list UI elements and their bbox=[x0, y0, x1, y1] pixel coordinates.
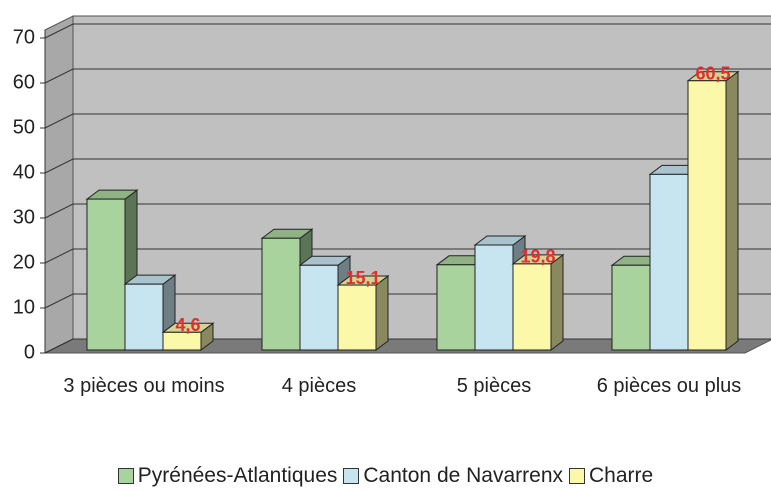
x-tick-label: 4 pièces bbox=[281, 375, 357, 397]
bar bbox=[611, 264, 651, 351]
bar-side bbox=[725, 70, 739, 351]
bar bbox=[436, 264, 476, 351]
legend-label: Canton de Navarrenx bbox=[363, 464, 564, 487]
legend-item: Pyrénées-Atlantiques bbox=[117, 464, 338, 488]
data-label: 60,5 bbox=[695, 64, 730, 84]
grid-line bbox=[44, 68, 771, 84]
bar bbox=[687, 80, 727, 351]
side-wall bbox=[44, 15, 74, 354]
y-tick-label: 40 bbox=[13, 161, 35, 183]
legend-item: Charre bbox=[569, 464, 653, 488]
legend-swatch bbox=[117, 468, 134, 484]
legend-label: Charre bbox=[589, 464, 654, 487]
grid-line bbox=[44, 23, 771, 39]
legend: Pyrénées-Atlantiques Canton de Navarrenx C… bbox=[0, 464, 771, 490]
legend-swatch bbox=[343, 468, 360, 484]
bar bbox=[162, 331, 202, 351]
grid-line bbox=[44, 248, 771, 264]
y-tick-label: 70 bbox=[13, 26, 35, 48]
legend-item: Canton de Navarrenx bbox=[343, 464, 563, 488]
x-tick-label: 3 pièces ou moins bbox=[63, 375, 225, 397]
bar bbox=[512, 263, 552, 351]
grid-line bbox=[44, 203, 771, 219]
data-label: 19,8 bbox=[520, 247, 555, 267]
bar bbox=[124, 283, 164, 351]
data-label: 15,1 bbox=[345, 268, 380, 288]
legend-label: Pyrénées-Atlantiques bbox=[137, 464, 338, 487]
bar bbox=[299, 264, 339, 351]
grid-line bbox=[44, 113, 771, 129]
y-tick-label: 10 bbox=[13, 296, 35, 318]
bar bbox=[649, 173, 689, 351]
y-tick-label: 30 bbox=[13, 206, 35, 228]
y-tick-label: 50 bbox=[13, 116, 35, 138]
bar-side bbox=[550, 253, 564, 351]
bar bbox=[261, 237, 301, 351]
y-tick-label: 20 bbox=[13, 251, 35, 273]
x-tick-label: 6 pièces ou plus bbox=[596, 375, 742, 397]
bar bbox=[86, 198, 126, 351]
bar bbox=[474, 244, 514, 351]
bar bbox=[337, 284, 377, 351]
y-tick-label: 0 bbox=[24, 341, 35, 363]
data-label: 4,6 bbox=[175, 315, 200, 335]
grid-line bbox=[44, 158, 771, 174]
legend-swatch bbox=[569, 468, 586, 484]
y-tick-label: 60 bbox=[13, 71, 35, 93]
x-tick-label: 5 pièces bbox=[456, 375, 532, 397]
